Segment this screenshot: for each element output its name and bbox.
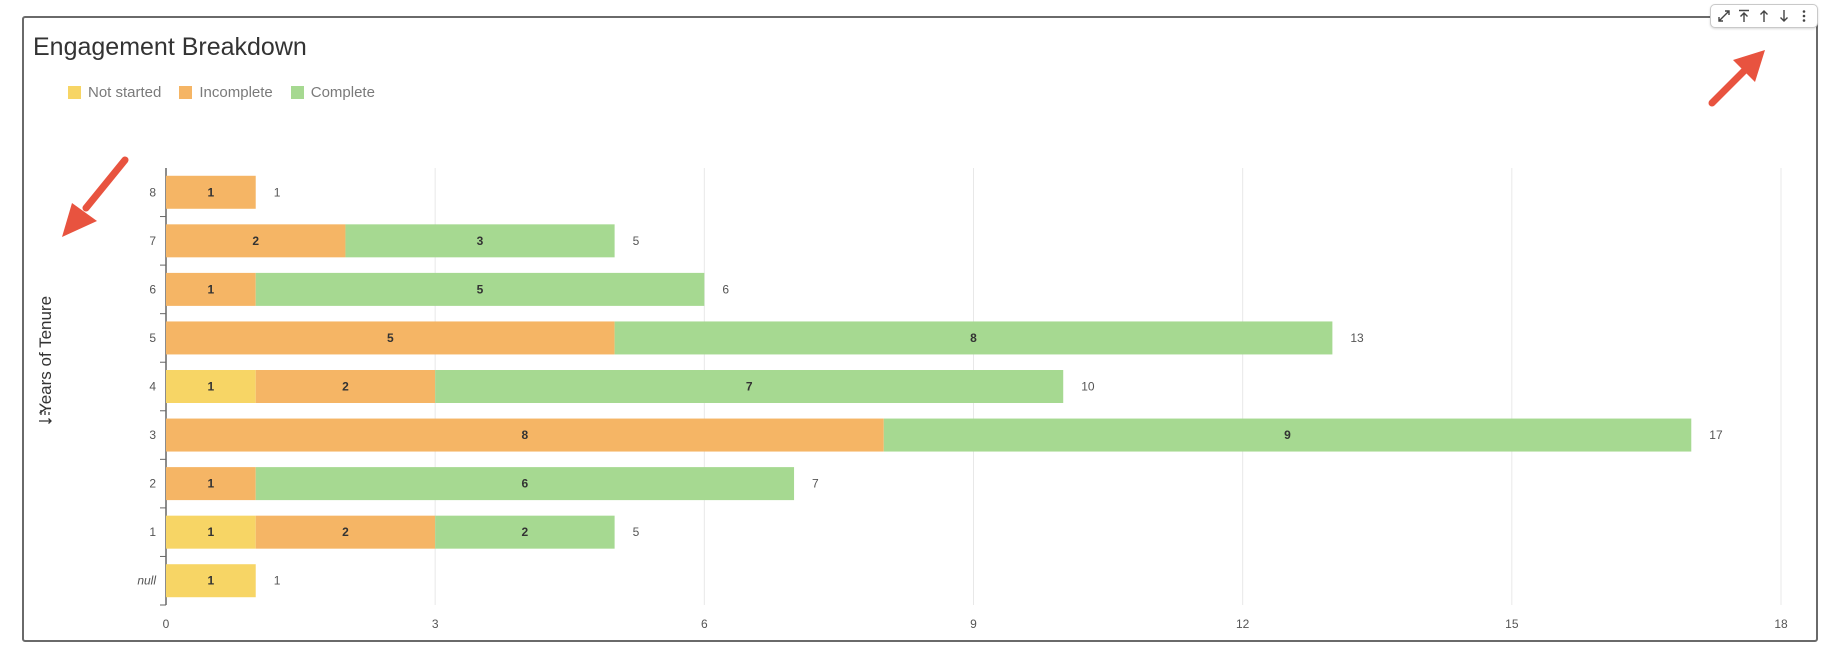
- sort-icon[interactable]: [36, 408, 54, 426]
- bar-segment: [166, 321, 615, 355]
- bar-segment: [166, 175, 256, 209]
- y-tick-label: 5: [149, 331, 156, 345]
- bar-segment: [255, 467, 795, 501]
- bar-segment: [166, 467, 256, 501]
- x-tick-label: 9: [970, 617, 977, 631]
- bar-total-label: 10: [1081, 380, 1095, 394]
- bar-segment: [166, 272, 256, 306]
- arrow-up-icon[interactable]: [1754, 6, 1774, 26]
- bar-segment: [166, 224, 346, 258]
- expand-icon[interactable]: [1714, 6, 1734, 26]
- bar-data-label: 2: [252, 234, 259, 248]
- bar-data-label: 5: [477, 282, 484, 296]
- x-tick-label: 15: [1505, 617, 1519, 631]
- bar-segment: [435, 515, 615, 549]
- arrow-down-icon[interactable]: [1774, 6, 1794, 26]
- y-tick-label: null: [137, 574, 156, 588]
- bar-segment: [435, 370, 1064, 403]
- x-tick-label: 18: [1774, 617, 1788, 631]
- chart-legend: Not started Incomplete Complete: [68, 84, 375, 101]
- legend-swatch-complete: [290, 86, 304, 99]
- bar-data-label: 1: [208, 380, 215, 394]
- bar-segment: [883, 418, 1692, 452]
- bar-data-label: 6: [522, 477, 529, 491]
- x-tick-label: 12: [1236, 617, 1250, 631]
- bar-data-label: 2: [522, 525, 529, 539]
- bar-data-label: 7: [746, 380, 753, 394]
- bar-data-label: 8: [970, 331, 977, 345]
- legend-label-not-started: Not started: [88, 84, 162, 101]
- x-tick-label: 0: [163, 617, 170, 631]
- bar-segment: [166, 418, 884, 452]
- legend-label-complete: Complete: [310, 84, 375, 101]
- bar-total-label: 6: [722, 282, 729, 296]
- y-tick-label: 6: [149, 282, 156, 296]
- bar-total-label: 5: [633, 234, 640, 248]
- bar-segment: [345, 224, 615, 258]
- x-tick-label: 3: [432, 617, 439, 631]
- more-vertical-icon[interactable]: [1794, 6, 1814, 26]
- legend-label-incomplete: Incomplete: [199, 84, 273, 101]
- bar-data-label: 1: [208, 282, 215, 296]
- bar-total-label: 5: [633, 525, 640, 539]
- bar-data-label: 1: [208, 525, 215, 539]
- bar-segment: [255, 272, 705, 306]
- bar-total-label: 1: [274, 185, 281, 199]
- bar-total-label: 13: [1350, 331, 1364, 345]
- bar-segment: [255, 515, 436, 549]
- bar-total-label: 17: [1709, 428, 1723, 442]
- y-tick-label: 8: [149, 185, 156, 199]
- legend-swatch-not-started: [68, 86, 81, 99]
- bar-total-label: 7: [812, 477, 819, 491]
- y-tick-label: 3: [149, 428, 156, 442]
- bar-segment: [166, 370, 256, 403]
- legend-item-not-started[interactable]: Not started: [68, 84, 161, 101]
- bar-data-label: 8: [522, 428, 529, 442]
- bar-data-label: 2: [342, 380, 349, 394]
- legend-item-complete[interactable]: Complete: [290, 84, 375, 101]
- widget-toolbar: [1710, 4, 1818, 28]
- bar-total-label: 1: [274, 574, 281, 588]
- bar-segment: [255, 370, 436, 403]
- bar-data-label: 9: [1284, 428, 1291, 442]
- move-to-top-icon[interactable]: [1734, 6, 1754, 26]
- y-tick-label: 2: [149, 477, 156, 491]
- y-tick-label: 4: [149, 380, 156, 394]
- legend-item-incomplete[interactable]: Incomplete: [179, 84, 273, 101]
- bar-data-label: 5: [387, 331, 394, 345]
- bar-data-label: 3: [477, 234, 484, 248]
- chart-title: Engagement Breakdown: [33, 33, 307, 61]
- y-tick-label: 7: [149, 234, 156, 248]
- bar-data-label: 1: [208, 574, 215, 588]
- bar-data-label: 2: [342, 525, 349, 539]
- bar-data-label: 1: [208, 185, 215, 199]
- bar-segment: [166, 515, 256, 549]
- x-tick-label: 6: [701, 617, 708, 631]
- bar-data-label: 1: [208, 477, 215, 491]
- bar-segment: [166, 564, 256, 598]
- bar-segment: [614, 321, 1333, 355]
- legend-swatch-incomplete: [179, 86, 193, 99]
- y-tick-label: 1: [149, 525, 156, 539]
